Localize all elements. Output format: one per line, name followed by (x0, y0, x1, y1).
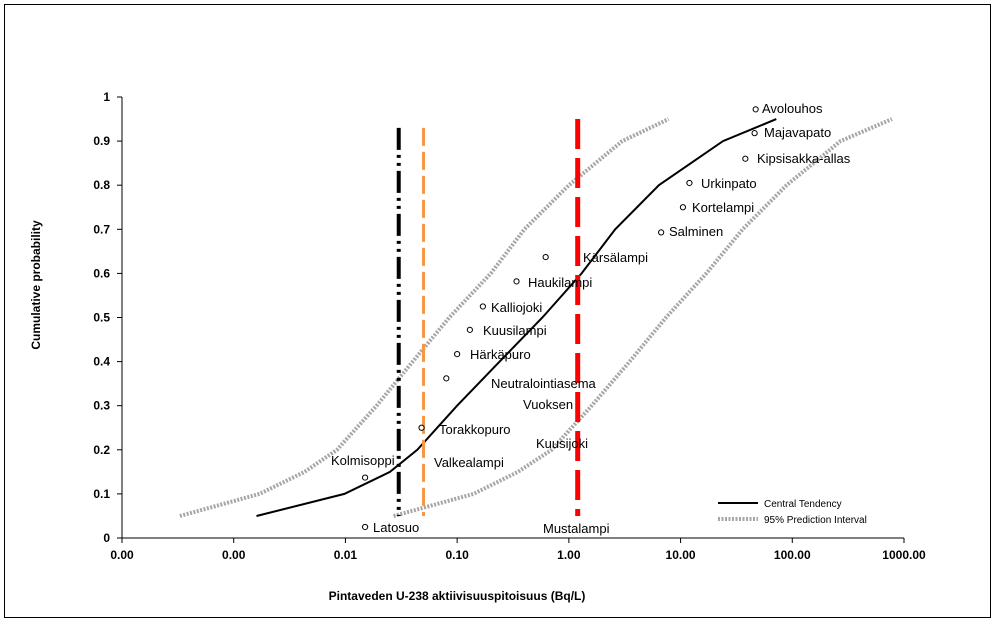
x-tick-label: 0.01 (334, 548, 358, 562)
point-kipsisakka-allas (742, 155, 749, 162)
axes: 00.10.20.30.40.50.60.70.80.910.00 0.00 0.0… (93, 90, 926, 562)
x-tick-label: 10.00 (666, 548, 696, 562)
site-label-majavapato: Majavapato (764, 125, 831, 140)
point-majavapato (751, 130, 758, 137)
y-tick-label: 0.4 (93, 355, 110, 369)
x-tick-label: 1.00 (557, 548, 581, 562)
point-harkapuro (454, 351, 461, 358)
x-axis-title: Pintaveden U-238 aktiivisuuspitoisuus (B… (329, 589, 586, 603)
y-tick-label: 1 (103, 90, 110, 104)
site-label-kuusijoki: Kuusijoki (536, 436, 588, 451)
x-tick-label: 0.00 (110, 548, 134, 562)
x-tick-label: 0.00 (222, 548, 246, 562)
point-torakkopuro (418, 424, 425, 431)
reference-lines (396, 119, 581, 516)
site-label-kolmisoppi: Kolmisoppi (331, 453, 395, 468)
series-line-central-tendency (256, 118, 777, 517)
site-label-kuusilampi: Kuusilampi (483, 323, 547, 338)
y-tick-label: 0.8 (93, 178, 110, 192)
site-label-salminen: Salminen (669, 224, 723, 239)
legend: Central Tendency 95% Prediction Interval (718, 499, 867, 526)
site-label-urkinpato: Urkinpato (701, 176, 757, 191)
site-label-neutralointiasema: Neutralointiasema (491, 376, 597, 391)
point-kolmisoppi (362, 474, 369, 481)
point-neutralointiasema (443, 375, 450, 382)
y-tick-label: 0.1 (93, 487, 110, 501)
point-haukilampi (513, 278, 520, 285)
point-avolouhos (752, 106, 759, 113)
site-points (362, 106, 759, 531)
point-kalliojoki (479, 303, 486, 310)
y-tick-label: 0.5 (93, 311, 110, 325)
y-tick-label: 0.6 (93, 266, 110, 280)
point-salminen (658, 229, 665, 236)
site-label-kipsisakka-allas: Kipsisakka-allas (757, 151, 851, 166)
point-latosuo (362, 523, 369, 531)
site-label-valkealampi: Valkealampi (434, 455, 504, 470)
series-line-prediction-upper (393, 117, 893, 518)
x-tick-label: 0.10 (445, 548, 469, 562)
site-label-avolouhos: Avolouhos (762, 101, 823, 116)
point-kuusilampi (466, 326, 473, 333)
site-label-haukilampi: Haukilampi (528, 275, 592, 290)
series-layer (179, 117, 893, 518)
site-label-karsalampi: Kärsälampi (583, 250, 648, 265)
y-tick-label: 0.2 (93, 443, 110, 457)
y-tick-label: 0.3 (93, 399, 110, 413)
site-label-vuoksen: Vuoksen (523, 397, 573, 412)
x-tick-label: 1000.00 (882, 548, 926, 562)
site-label-kalliojoki: Kalliojoki (491, 300, 542, 315)
legend-label-central-tendency: Central Tendency (764, 499, 842, 510)
y-axis-title: Cumulative probability (29, 220, 43, 350)
y-tick-label: 0.7 (93, 222, 110, 236)
chart-frame (4, 4, 991, 618)
site-label-harkapuro: Härkäpuro (470, 347, 531, 362)
site-label-mustalampi: Mustalampi (543, 521, 610, 536)
site-label-torakkopuro: Torakkopuro (439, 422, 511, 437)
y-tick-label: 0 (103, 531, 110, 545)
y-tick-label: 0.9 (93, 134, 110, 148)
point-karsalampi (542, 253, 549, 261)
point-urkinpato (686, 179, 693, 187)
site-label-kortelampi: Kortelampi (692, 200, 754, 215)
x-tick-label: 100.00 (774, 548, 811, 562)
legend-label-prediction-interval: 95% Prediction Interval (764, 515, 867, 526)
site-labels: Latosuo Kolmisoppi Torakkopuro Neutraloi… (331, 101, 851, 536)
site-label-latosuo: Latosuo (373, 520, 419, 535)
point-kortelampi (679, 204, 687, 211)
